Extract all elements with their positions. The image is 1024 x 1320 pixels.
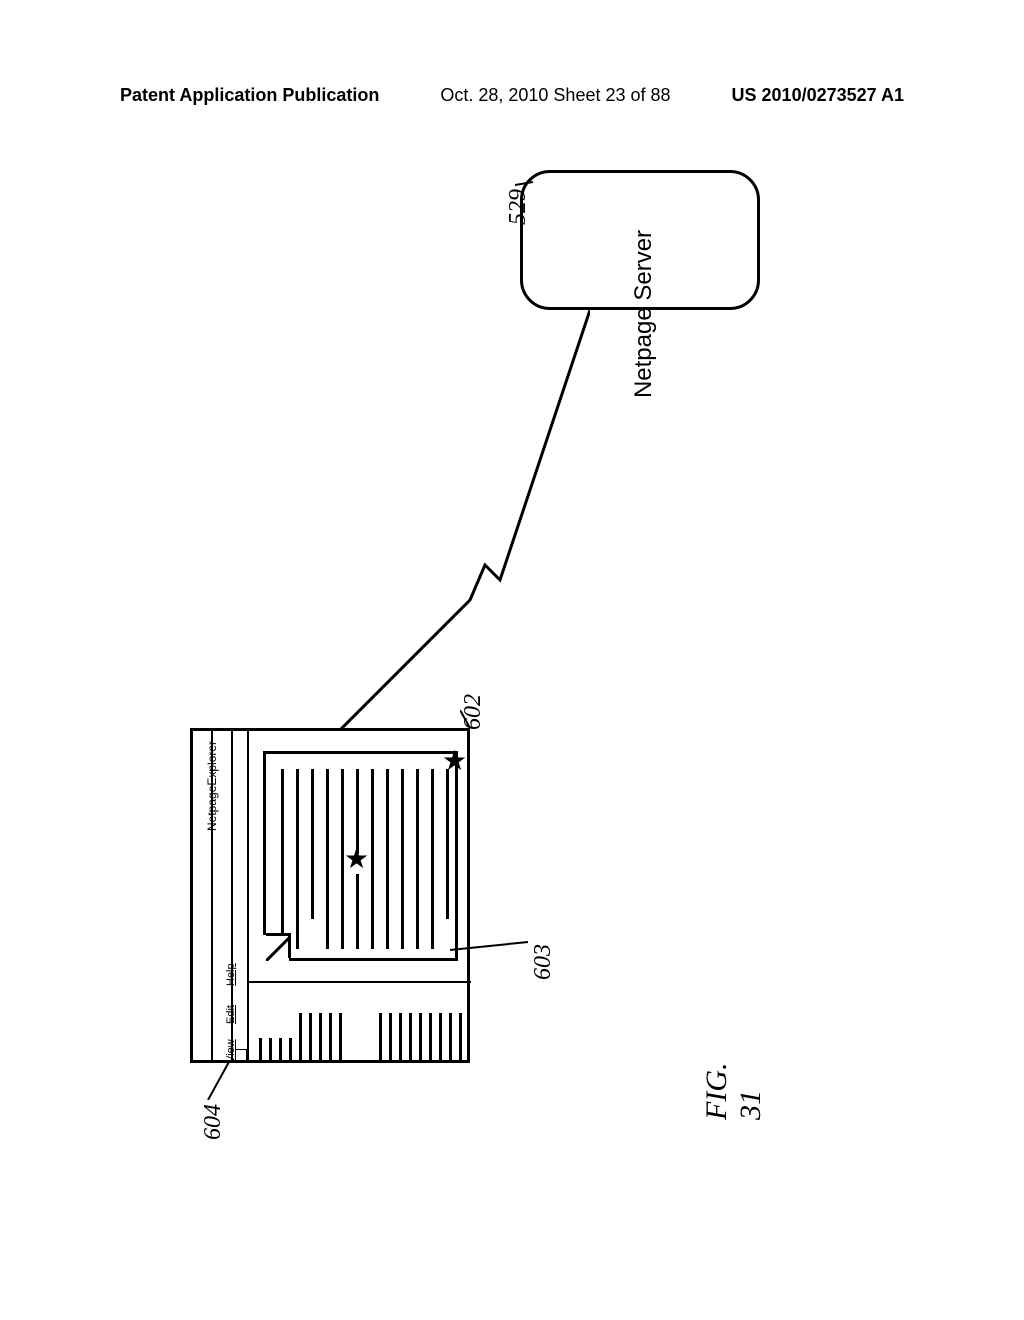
reference-603: 603: [530, 944, 557, 980]
doc-text-line: [431, 769, 434, 949]
page-header: Patent Application Publication Oct. 28, …: [0, 85, 1024, 106]
thumb-line: [269, 1038, 272, 1063]
thumb-line: [449, 1013, 452, 1063]
figure-label: FIG. 31: [700, 1063, 768, 1120]
thumb-line: [419, 1013, 422, 1063]
reference-604: 604: [200, 1104, 227, 1140]
header-patent-number: US 2010/0273527 A1: [732, 85, 904, 106]
thumb-line: [429, 1013, 432, 1063]
connection-line: [340, 310, 590, 730]
doc-text-line: [401, 769, 404, 949]
doc-text-line: [296, 769, 299, 949]
lead-line-529: [515, 180, 535, 190]
star-marker: ★: [344, 842, 369, 875]
doc-text-line: [371, 769, 374, 949]
sidebar-panel: [249, 981, 471, 1066]
doc-text-line: [386, 769, 389, 949]
header-publication: Patent Application Publication: [120, 85, 379, 106]
application-window: NetpageExplorer View Edit Help: [190, 728, 470, 1063]
thumb-line: [379, 1013, 382, 1063]
doc-text-line: [356, 874, 359, 949]
thumb-line: [339, 1013, 342, 1063]
reference-529: 529: [505, 189, 532, 225]
doc-text-line: [446, 769, 449, 919]
thumb-line: [439, 1013, 442, 1063]
doc-text-line: [326, 769, 329, 949]
thumb-line: [319, 1013, 322, 1063]
thumb-line: [309, 1013, 312, 1063]
thumb-line: [409, 1013, 412, 1063]
doc-text-line: [281, 769, 284, 949]
doc-text-line: [311, 769, 314, 919]
thumb-line: [329, 1013, 332, 1063]
document-view: ★ ★: [263, 751, 458, 961]
window-iconbar: [233, 731, 249, 1060]
doc-fold: [266, 933, 291, 958]
thumb-line: [279, 1038, 282, 1063]
thumb-line: [289, 1038, 292, 1063]
thumb-line: [259, 1038, 262, 1063]
diagram-container: Netpage Server 529 602 603 604 NetpageEx…: [190, 170, 740, 1190]
thumb-line: [299, 1013, 302, 1063]
lead-line-604: [200, 1060, 235, 1100]
header-date-sheet: Oct. 28, 2010 Sheet 23 of 88: [440, 85, 670, 106]
thumb-line: [389, 1013, 392, 1063]
star-marker: ★: [442, 744, 467, 777]
thumb-line: [459, 1013, 462, 1063]
doc-text-line: [416, 769, 419, 949]
window-icon: [235, 1049, 247, 1061]
server-label: Netpage Server: [630, 230, 658, 398]
lead-line-602: [460, 710, 472, 730]
thumb-line: [399, 1013, 402, 1063]
